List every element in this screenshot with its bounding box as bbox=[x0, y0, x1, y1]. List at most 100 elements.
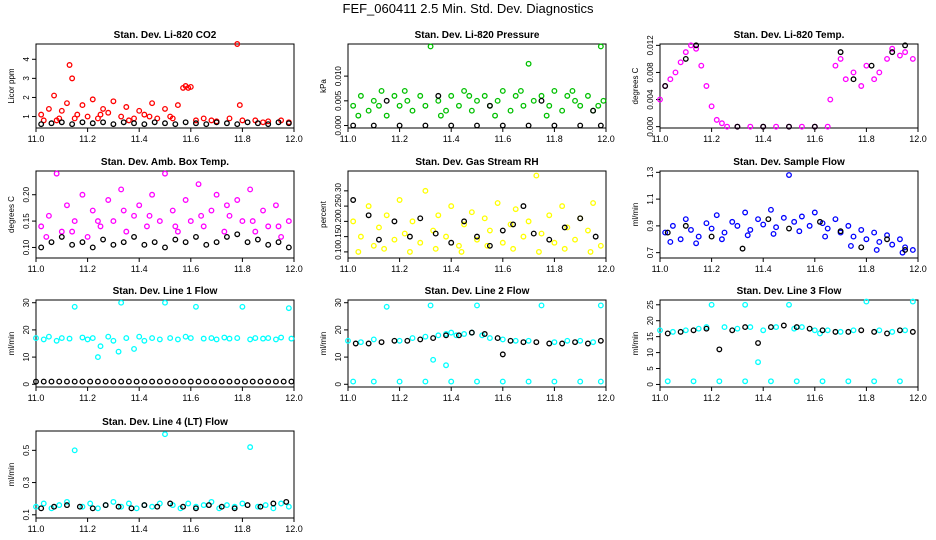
data-point bbox=[71, 378, 78, 385]
data-point bbox=[84, 233, 91, 240]
data-point bbox=[767, 378, 774, 385]
data-point bbox=[162, 299, 168, 306]
y-axis-label: Licor ppm bbox=[7, 68, 16, 103]
data-point bbox=[131, 345, 137, 352]
data-point bbox=[149, 335, 156, 342]
data-point bbox=[48, 378, 55, 385]
data-point bbox=[79, 378, 86, 385]
data-point bbox=[174, 228, 181, 235]
data-point bbox=[793, 324, 800, 331]
data-point bbox=[162, 431, 168, 438]
data-point bbox=[435, 332, 442, 339]
data-point bbox=[265, 241, 272, 248]
x-tick-label: 11.6 bbox=[806, 264, 823, 274]
data-point bbox=[110, 121, 117, 128]
y-axis-label: percent bbox=[319, 200, 328, 227]
data-point bbox=[448, 239, 455, 246]
plot-frame bbox=[659, 43, 919, 129]
data-point bbox=[40, 378, 47, 385]
data-point bbox=[195, 378, 202, 385]
data-point bbox=[125, 117, 132, 124]
x-tick-label: 11.6 bbox=[182, 134, 199, 144]
data-point bbox=[667, 238, 674, 245]
x-tick-label: 12.0 bbox=[285, 524, 303, 534]
y-tick-label: 15 bbox=[646, 332, 655, 341]
y-tick-label: 10 bbox=[334, 352, 343, 361]
data-point bbox=[254, 503, 261, 510]
data-point bbox=[664, 378, 671, 385]
data-point bbox=[218, 378, 225, 385]
y-tick-label: 20 bbox=[334, 325, 343, 334]
data-point bbox=[33, 335, 39, 342]
data-point bbox=[208, 335, 215, 342]
data-point bbox=[551, 122, 558, 129]
data-point bbox=[417, 92, 424, 99]
data-point bbox=[193, 117, 199, 124]
data-point bbox=[278, 233, 285, 240]
data-point bbox=[443, 107, 449, 114]
data-point bbox=[422, 187, 429, 194]
data-point bbox=[677, 59, 684, 66]
data-point bbox=[167, 500, 174, 507]
data-point bbox=[538, 302, 545, 309]
data-point bbox=[156, 378, 163, 385]
data-point bbox=[871, 76, 878, 83]
data-point bbox=[69, 121, 76, 128]
data-point bbox=[187, 378, 194, 385]
x-tick-label: 12.0 bbox=[909, 393, 927, 403]
x-tick-label: 11.8 bbox=[234, 393, 251, 403]
data-point bbox=[486, 242, 493, 249]
data-point bbox=[734, 222, 741, 229]
data-point bbox=[208, 117, 215, 124]
data-point bbox=[254, 236, 261, 243]
data-point bbox=[193, 120, 199, 127]
data-point bbox=[530, 230, 537, 237]
data-point bbox=[837, 328, 844, 335]
data-point bbox=[871, 229, 878, 236]
data-point bbox=[149, 191, 156, 198]
data-point bbox=[688, 226, 694, 233]
x-tick-label: 11.0 bbox=[652, 134, 669, 144]
y-tick-label: 0.012 bbox=[646, 35, 655, 56]
data-point bbox=[525, 60, 532, 67]
data-point bbox=[48, 120, 55, 127]
data-point bbox=[474, 378, 480, 385]
x-tick-label: 11.2 bbox=[79, 134, 96, 144]
y-tick-label: 0 bbox=[22, 382, 31, 387]
data-point bbox=[252, 335, 259, 342]
data-point bbox=[474, 233, 480, 240]
data-point bbox=[703, 220, 710, 227]
data-point bbox=[713, 116, 720, 123]
data-point bbox=[365, 107, 372, 114]
x-tick-label: 11.8 bbox=[858, 393, 875, 403]
data-point bbox=[443, 233, 449, 240]
x-tick-label: 12.0 bbox=[285, 134, 303, 144]
data-point bbox=[461, 87, 468, 94]
data-point bbox=[832, 62, 839, 69]
data-point bbox=[577, 215, 584, 222]
data-point bbox=[43, 233, 50, 240]
data-point bbox=[118, 503, 125, 510]
data-point bbox=[824, 123, 831, 130]
data-point bbox=[141, 121, 148, 128]
data-point bbox=[786, 225, 792, 232]
data-point bbox=[512, 206, 519, 213]
data-point bbox=[66, 62, 73, 68]
y-tick-label: 0.7 bbox=[646, 247, 655, 259]
data-point bbox=[909, 328, 916, 335]
data-point bbox=[370, 122, 377, 129]
data-point bbox=[143, 223, 150, 230]
data-point bbox=[133, 378, 140, 385]
data-point bbox=[409, 335, 416, 342]
data-point bbox=[213, 191, 220, 198]
data-point bbox=[193, 233, 199, 240]
data-point bbox=[703, 325, 710, 332]
data-point bbox=[141, 111, 148, 118]
data-point bbox=[597, 122, 604, 129]
data-point bbox=[260, 207, 266, 214]
data-point bbox=[244, 119, 251, 126]
data-point bbox=[902, 247, 909, 253]
x-tick-label: 11.0 bbox=[340, 393, 357, 403]
data-point bbox=[272, 336, 279, 343]
data-point bbox=[357, 92, 364, 99]
